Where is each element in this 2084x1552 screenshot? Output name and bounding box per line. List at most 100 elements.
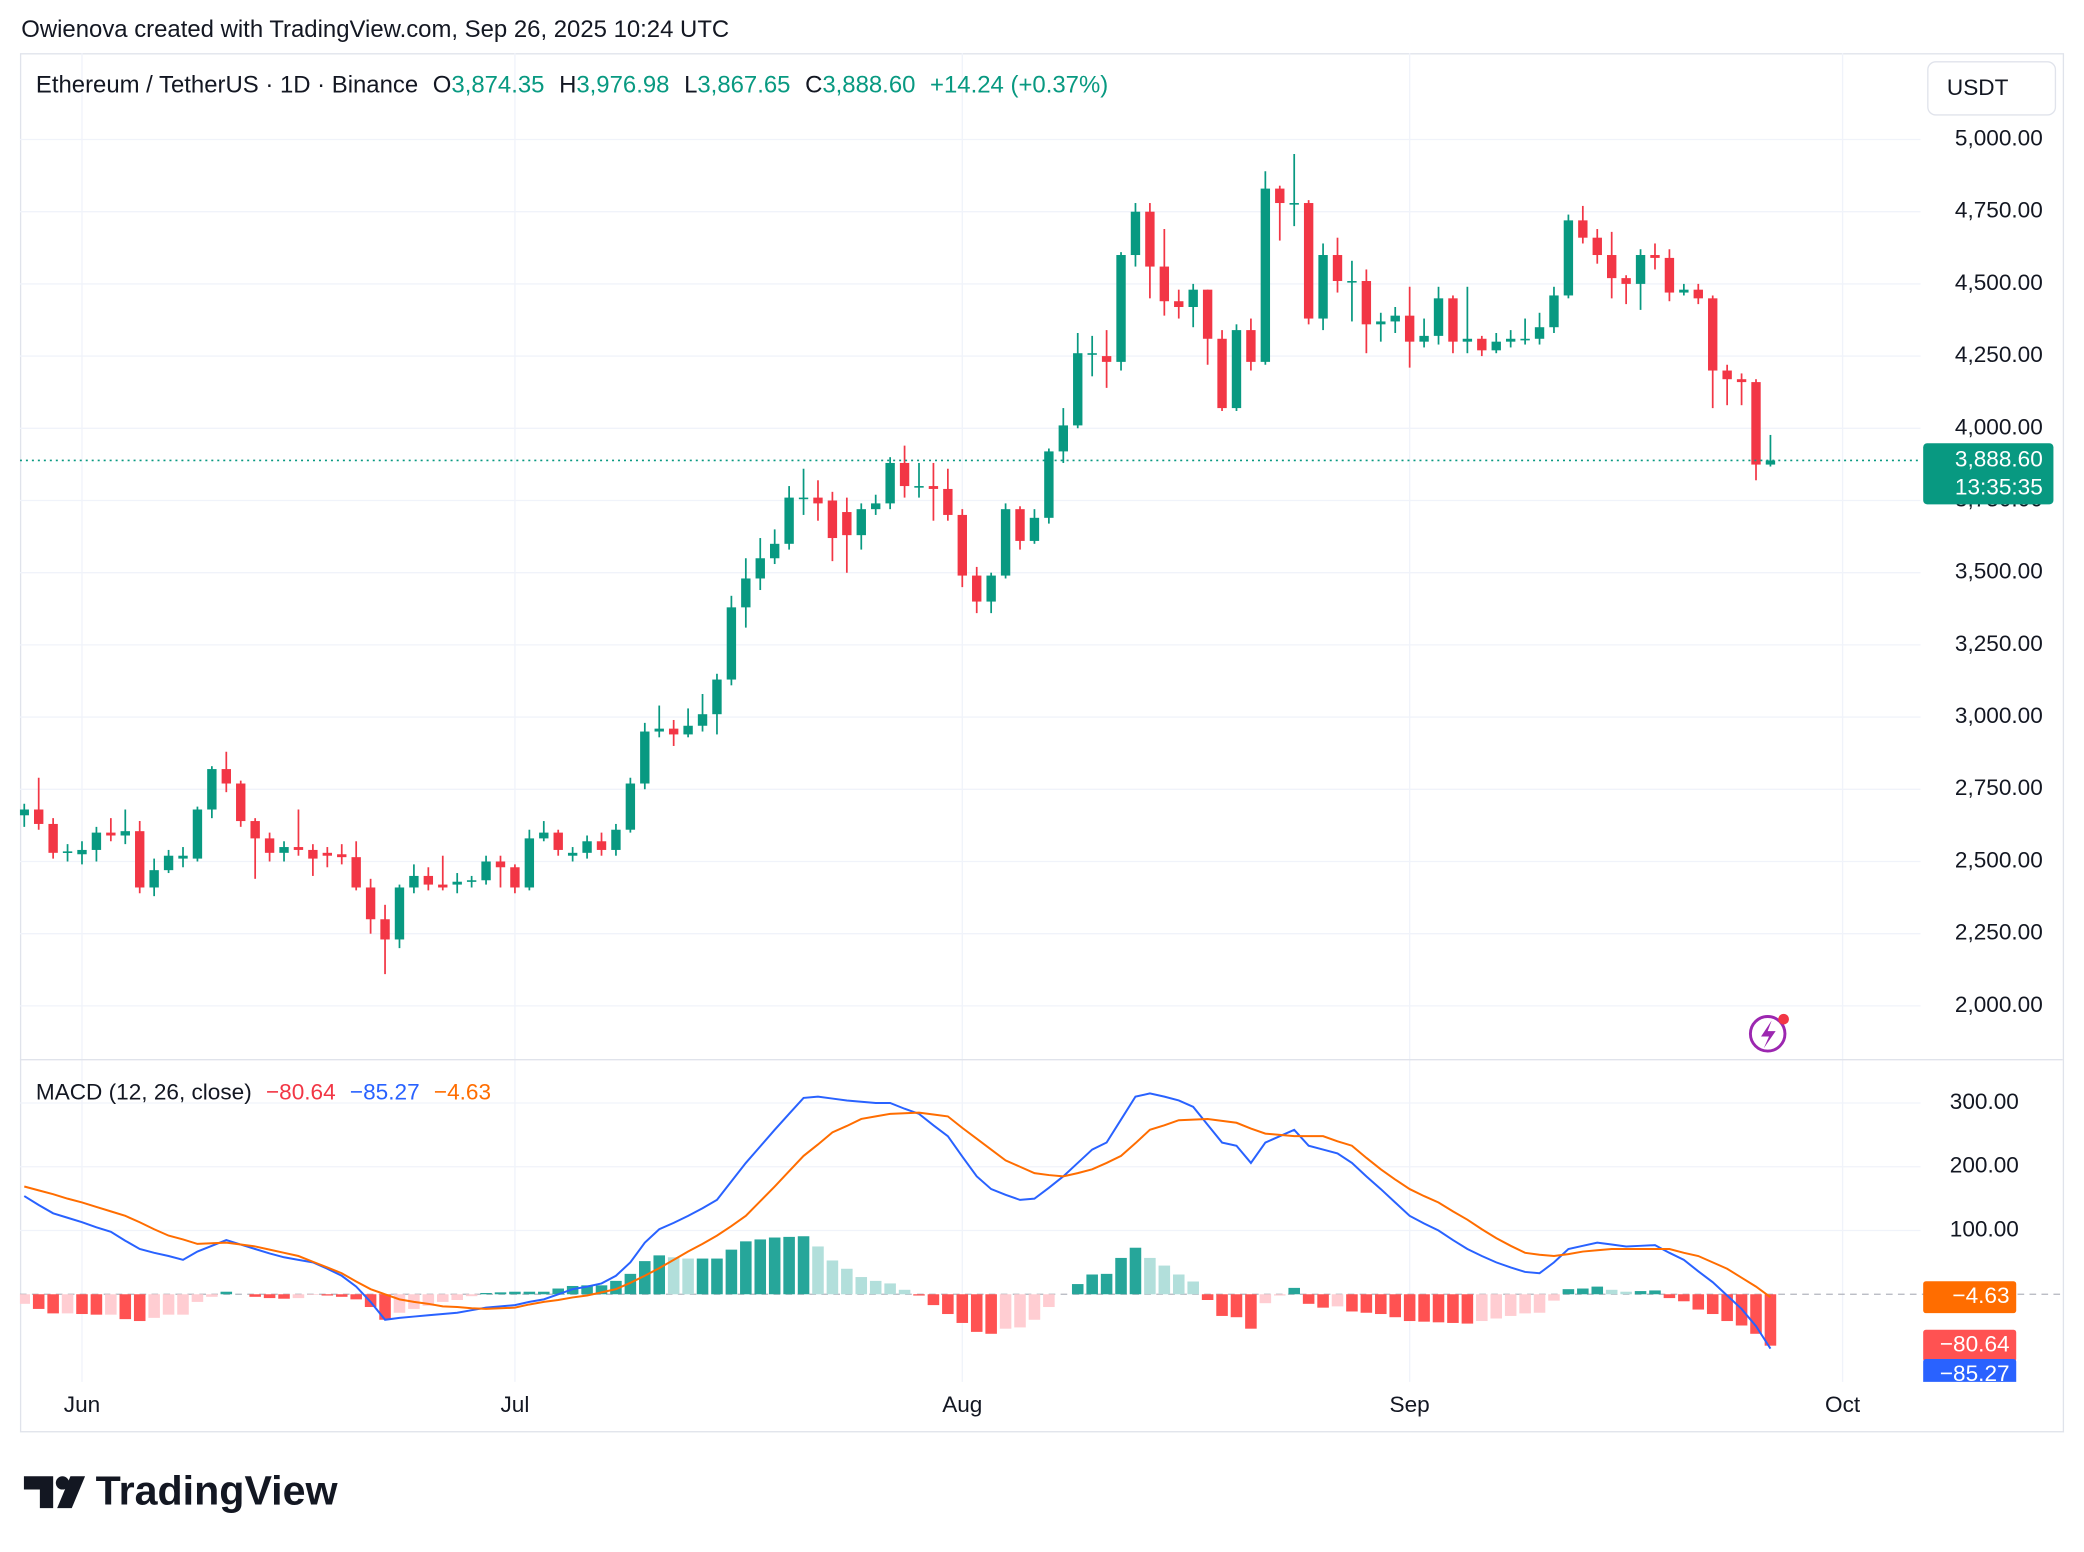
axes: Jun Jul Aug Sep Oct 2,000.00 2,250.00 2,500.00 2… xyxy=(64,125,2054,1417)
candle-body xyxy=(365,887,376,920)
histogram-bar xyxy=(1187,1281,1199,1295)
candle-body xyxy=(236,783,246,822)
histogram-bar xyxy=(1274,1294,1286,1296)
candle-body xyxy=(1505,338,1516,342)
candle-body xyxy=(106,832,116,836)
histogram-bar xyxy=(1230,1294,1243,1318)
y-tick-label: 2,000.00 xyxy=(1955,992,2043,1017)
macd-pane xyxy=(19,1092,2063,1350)
candle-body xyxy=(1448,298,1458,342)
histogram-bar xyxy=(783,1236,795,1295)
histogram-bar xyxy=(970,1294,983,1332)
histogram-bar xyxy=(119,1294,132,1320)
candle-body xyxy=(972,575,982,602)
histogram-bar xyxy=(292,1294,305,1299)
candle-body xyxy=(351,857,361,888)
candle-body xyxy=(928,486,939,489)
candle-body xyxy=(264,838,275,853)
histogram-bar xyxy=(639,1261,651,1295)
candle-body xyxy=(221,769,231,784)
macd-tag-label: −85.27 xyxy=(1940,1361,2010,1386)
histogram-bar xyxy=(1620,1291,1632,1295)
candle-body xyxy=(1462,338,1473,342)
x-tick-label: Sep xyxy=(1390,1392,1430,1417)
histogram-bar xyxy=(595,1285,608,1295)
histogram-bar xyxy=(1028,1294,1041,1320)
y-tick-label: 3,250.00 xyxy=(1955,631,2043,656)
histogram-bar xyxy=(1764,1294,1777,1346)
currency: USDT xyxy=(1947,75,2009,100)
histogram-bar xyxy=(624,1273,637,1295)
candle-body xyxy=(1722,370,1732,380)
candle-body xyxy=(1635,255,1646,284)
histogram-bar xyxy=(1476,1294,1488,1322)
candle-body xyxy=(986,575,996,602)
signal-tag-label: −4.63 xyxy=(1952,1283,2009,1308)
histogram-tag xyxy=(1923,1329,2017,1362)
ohlc-key: L xyxy=(684,72,697,99)
histogram-bar xyxy=(1678,1294,1690,1302)
histogram-bar xyxy=(1692,1294,1705,1310)
candle-body xyxy=(1087,353,1097,355)
logo-text: TradingView xyxy=(96,1467,339,1513)
histogram-bar xyxy=(177,1294,189,1315)
histogram-bar xyxy=(1577,1288,1589,1295)
histogram-bar xyxy=(696,1258,709,1295)
y-tick-label: 4,750.00 xyxy=(1955,198,2043,223)
candle-body xyxy=(481,861,491,881)
histogram-bar xyxy=(47,1294,59,1314)
histogram-bar xyxy=(768,1237,781,1295)
x-tick-label: Jun xyxy=(64,1392,100,1417)
y-tick-label: 100.00 xyxy=(1950,1216,2019,1241)
candle-body xyxy=(524,838,535,888)
currency-box[interactable] xyxy=(1927,61,2057,116)
y-tick-label: 300.00 xyxy=(1950,1089,2019,1114)
candle-body xyxy=(1419,335,1429,342)
histogram-bar xyxy=(581,1285,593,1295)
histogram-bar xyxy=(480,1292,492,1295)
alert-icon[interactable] xyxy=(1748,1013,1789,1053)
candle-body xyxy=(1174,301,1184,308)
histogram-bar xyxy=(1129,1247,1142,1295)
candle-body xyxy=(1607,255,1617,279)
logo: TradingView xyxy=(23,1467,339,1513)
histogram-bar xyxy=(1432,1294,1445,1323)
candle-body xyxy=(1736,379,1747,383)
histogram-tag-label: −80.64 xyxy=(1940,1332,2010,1357)
histogram-bar xyxy=(1591,1286,1604,1295)
histogram-bar xyxy=(1115,1257,1127,1295)
histogram-bar xyxy=(133,1294,146,1322)
histogram-bar xyxy=(552,1288,564,1295)
ohlc-value: 3,867.65 xyxy=(697,72,790,99)
candle-body xyxy=(1433,298,1444,336)
candle-body xyxy=(1361,281,1372,325)
histogram-bar xyxy=(711,1258,723,1295)
signal-value: −4.63 xyxy=(434,1080,491,1105)
histogram-bar xyxy=(61,1294,74,1314)
histogram-bar xyxy=(1071,1284,1084,1295)
histogram-bar xyxy=(1216,1294,1228,1316)
candle-body xyxy=(279,847,289,853)
y-tick-label: 200.00 xyxy=(1950,1153,2019,1178)
histogram-bar xyxy=(682,1258,694,1295)
candle-body xyxy=(1679,289,1689,293)
histogram-bar xyxy=(220,1291,233,1295)
candle-body xyxy=(207,769,217,810)
candle-body xyxy=(77,849,87,855)
candle-body xyxy=(178,855,188,859)
candle-body xyxy=(813,497,823,504)
histogram-bar xyxy=(898,1289,911,1295)
candle-body xyxy=(1202,289,1213,339)
candle-body xyxy=(394,887,405,940)
signal-tag xyxy=(1923,1281,2017,1314)
histogram-bar xyxy=(1447,1294,1459,1323)
histogram-bar xyxy=(1245,1294,1257,1329)
price-pane xyxy=(19,153,1921,975)
histogram-bar xyxy=(1172,1274,1185,1295)
candle-body xyxy=(1765,460,1776,465)
histogram-bar xyxy=(841,1268,853,1295)
histogram-bar xyxy=(1403,1294,1416,1322)
histogram-bar xyxy=(1144,1257,1156,1295)
candle-body xyxy=(1390,315,1400,322)
